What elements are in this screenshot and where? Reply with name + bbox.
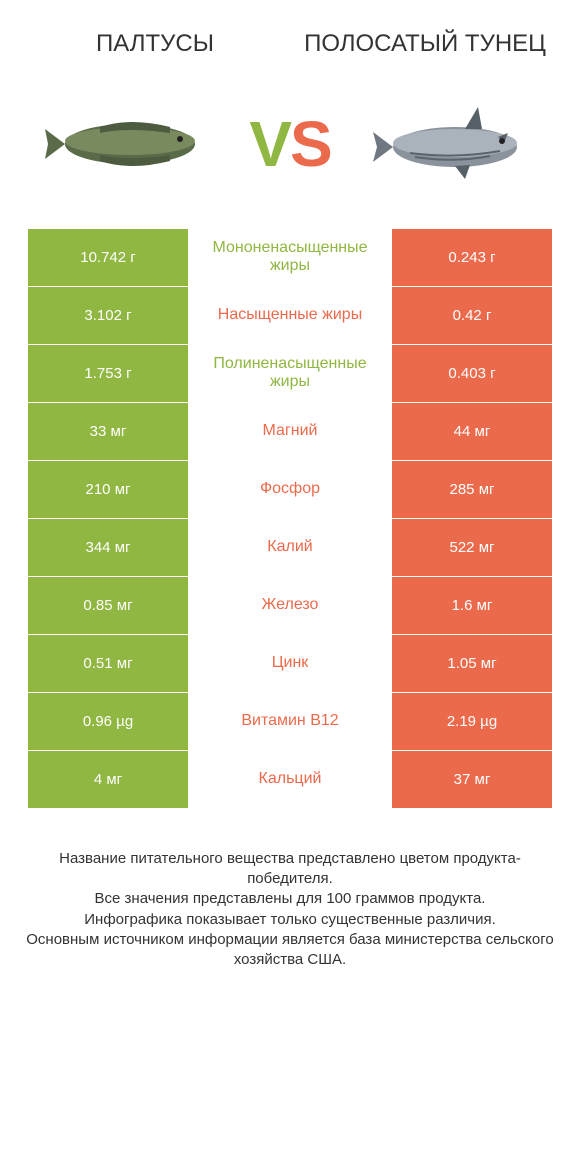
cell-left-value: 1.753 г xyxy=(28,345,188,402)
halibut-icon xyxy=(40,99,210,189)
cell-left-value: 0.51 мг xyxy=(28,635,188,692)
table-row: 4 мгКальций37 мг xyxy=(28,751,552,808)
cell-left-value: 3.102 г xyxy=(28,287,188,344)
tuna-icon xyxy=(370,99,540,189)
cell-right-value: 0.403 г xyxy=(392,345,552,402)
right-title: ПОЛОСАТЫЙ ТУНЕЦ xyxy=(290,30,560,59)
cell-left-value: 0.96 µg xyxy=(28,693,188,750)
cell-left-value: 4 мг xyxy=(28,751,188,808)
cell-nutrient-label: Насыщенные жиры xyxy=(188,287,392,344)
table-row: 344 мгКалий522 мг xyxy=(28,519,552,576)
fish-right xyxy=(341,99,570,189)
cell-nutrient-label: Полиненасыщенные жиры xyxy=(188,345,392,402)
cell-right-value: 1.6 мг xyxy=(392,577,552,634)
header: ПАЛТУСЫ ПОЛОСАТЫЙ ТУНЕЦ xyxy=(0,0,580,69)
table-row: 1.753 гПолиненасыщенные жиры0.403 г xyxy=(28,345,552,402)
cell-right-value: 0.243 г xyxy=(392,229,552,286)
footer-line: Инфографика показывает только существенн… xyxy=(24,910,556,930)
cell-nutrient-label: Кальций xyxy=(188,751,392,808)
table-row: 3.102 гНасыщенные жиры0.42 г xyxy=(28,287,552,344)
cell-nutrient-label: Железо xyxy=(188,577,392,634)
fish-left xyxy=(10,99,239,189)
footer-line: Название питательного вещества представл… xyxy=(24,849,556,890)
cell-right-value: 0.42 г xyxy=(392,287,552,344)
vs-v: V xyxy=(249,108,290,180)
cell-nutrient-label: Мононенасыщенные жиры xyxy=(188,229,392,286)
cell-nutrient-label: Фосфор xyxy=(188,461,392,518)
cell-left-value: 0.85 мг xyxy=(28,577,188,634)
table-row: 0.96 µgВитамин B122.19 µg xyxy=(28,693,552,750)
cell-right-value: 522 мг xyxy=(392,519,552,576)
cell-nutrient-label: Магний xyxy=(188,403,392,460)
cell-right-value: 44 мг xyxy=(392,403,552,460)
vs-label: VS xyxy=(249,107,330,181)
cell-nutrient-label: Витамин B12 xyxy=(188,693,392,750)
cell-right-value: 37 мг xyxy=(392,751,552,808)
table-row: 210 мгФосфор285 мг xyxy=(28,461,552,518)
footer-line: Все значения представлены для 100 граммо… xyxy=(24,889,556,909)
vs-row: VS xyxy=(0,69,580,229)
comparison-table: 10.742 гМононенасыщенные жиры0.243 г3.10… xyxy=(0,229,580,808)
cell-left-value: 33 мг xyxy=(28,403,188,460)
table-row: 0.85 мгЖелезо1.6 мг xyxy=(28,577,552,634)
table-row: 10.742 гМононенасыщенные жиры0.243 г xyxy=(28,229,552,286)
footer-line: Основным источником информации является … xyxy=(24,930,556,971)
vs-s: S xyxy=(290,108,331,180)
table-row: 0.51 мгЦинк1.05 мг xyxy=(28,635,552,692)
cell-nutrient-label: Калий xyxy=(188,519,392,576)
cell-left-value: 344 мг xyxy=(28,519,188,576)
cell-left-value: 210 мг xyxy=(28,461,188,518)
cell-right-value: 1.05 мг xyxy=(392,635,552,692)
cell-nutrient-label: Цинк xyxy=(188,635,392,692)
cell-right-value: 285 мг xyxy=(392,461,552,518)
cell-left-value: 10.742 г xyxy=(28,229,188,286)
footer: Название питательного вещества представл… xyxy=(0,809,580,971)
cell-right-value: 2.19 µg xyxy=(392,693,552,750)
left-title: ПАЛТУСЫ xyxy=(20,30,290,59)
table-row: 33 мгМагний44 мг xyxy=(28,403,552,460)
